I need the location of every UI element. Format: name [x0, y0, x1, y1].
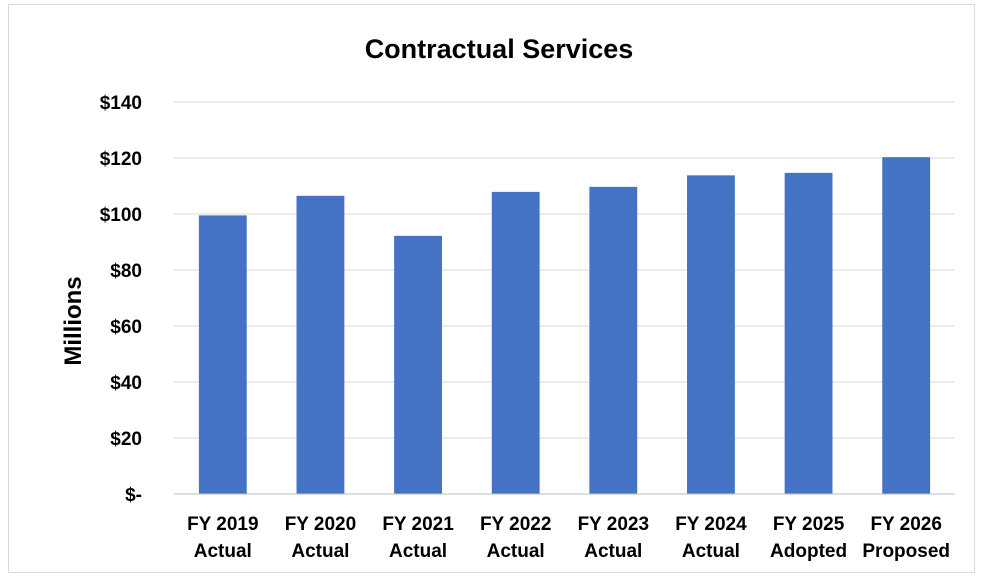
y-tick-label: $- [125, 485, 142, 506]
y-tick-label: $120 [100, 149, 142, 170]
bar [198, 215, 247, 494]
y-tick-label: $140 [100, 93, 142, 114]
x-tick-label: Actual [291, 541, 349, 562]
x-tick-label: Actual [682, 541, 740, 562]
bars [198, 157, 931, 495]
x-tick-label: Actual [194, 541, 252, 562]
x-tick-label: FY 2026 [870, 514, 941, 535]
x-tick-label: Actual [487, 541, 545, 562]
gridlines [174, 101, 955, 439]
x-axis-ticks: FY 2019 Actual FY 2020 Actual FY 2021 Actual F… [187, 514, 950, 562]
chart-frame: Contractual Services Millions $- $20 $40 $6… [8, 4, 975, 573]
x-tick-label: Actual [389, 541, 447, 562]
y-tick-label: $20 [110, 429, 142, 450]
x-tick-label: FY 2024 [675, 514, 747, 535]
bar [491, 191, 540, 494]
x-tick-label: FY 2022 [480, 514, 551, 535]
x-tick-label: FY 2025 [773, 514, 845, 535]
x-tick-label: FY 2023 [578, 514, 649, 535]
y-axis-ticks: $- $20 $40 $60 $80 $100 $120 $140 [100, 93, 142, 506]
y-tick-label: $100 [100, 205, 142, 226]
x-tick-label: FY 2019 [187, 514, 258, 535]
bar-chart: Contractual Services Millions $- $20 $40 $6… [60, 34, 955, 562]
x-tick-label: Actual [584, 541, 642, 562]
x-tick-label: FY 2021 [382, 514, 454, 535]
x-tick-label: Proposed [862, 541, 950, 562]
bar [394, 235, 442, 494]
bar [589, 186, 638, 494]
bar [784, 172, 833, 494]
x-tick-label: FY 2020 [285, 514, 356, 535]
bar [882, 157, 931, 494]
y-tick-label: $40 [110, 373, 142, 394]
bar [296, 195, 345, 495]
y-tick-label: $80 [110, 261, 142, 282]
y-tick-label: $60 [110, 317, 142, 338]
x-tick-label: Adopted [770, 541, 847, 562]
chart-title: Contractual Services [365, 34, 634, 64]
bar [687, 175, 735, 495]
y-axis-label: Millions [60, 276, 87, 365]
